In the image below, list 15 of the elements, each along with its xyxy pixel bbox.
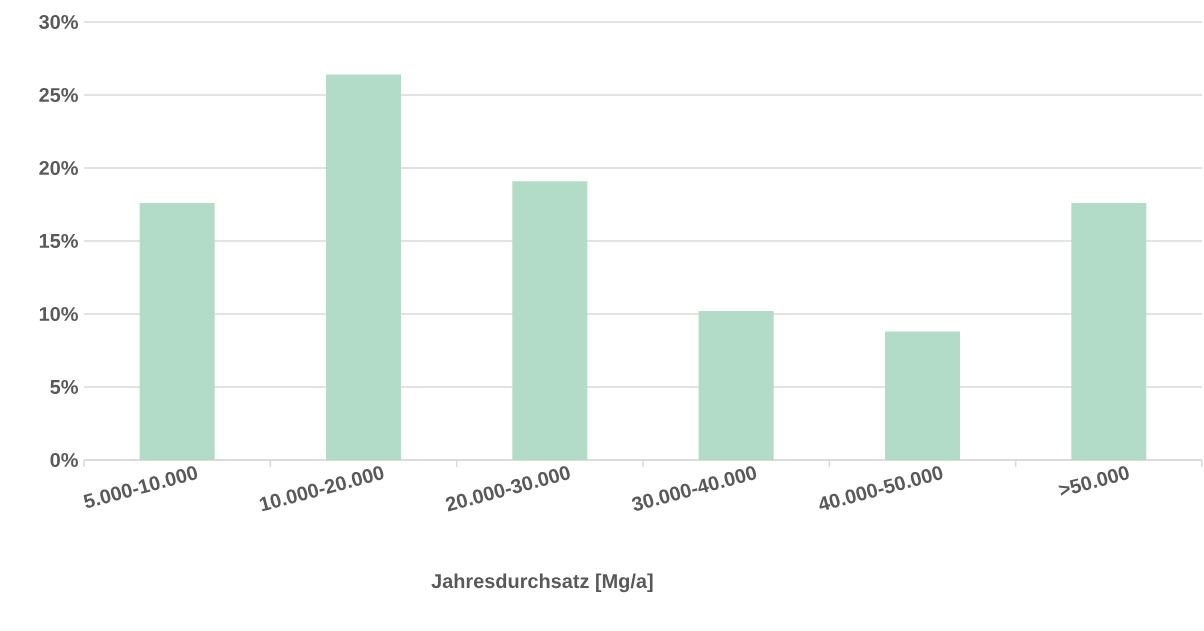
bar bbox=[326, 74, 401, 460]
x-axis-title: Jahresdurchsatz [Mg/a] bbox=[431, 573, 653, 593]
y-tick-label: 30% bbox=[39, 14, 78, 30]
y-tick-label: 10% bbox=[39, 306, 78, 322]
bar bbox=[1071, 203, 1147, 460]
y-tick-label: 5% bbox=[50, 379, 78, 395]
x-tick-label: >50.000 bbox=[1058, 466, 1129, 496]
y-tick-label: 25% bbox=[39, 87, 78, 103]
bar bbox=[512, 181, 588, 460]
y-tick-label: 0% bbox=[50, 452, 78, 468]
y-tick-label: 15% bbox=[39, 233, 78, 249]
bar bbox=[884, 331, 960, 460]
y-tick-label: 20% bbox=[39, 160, 78, 176]
bar bbox=[139, 203, 215, 460]
bar bbox=[698, 311, 774, 460]
